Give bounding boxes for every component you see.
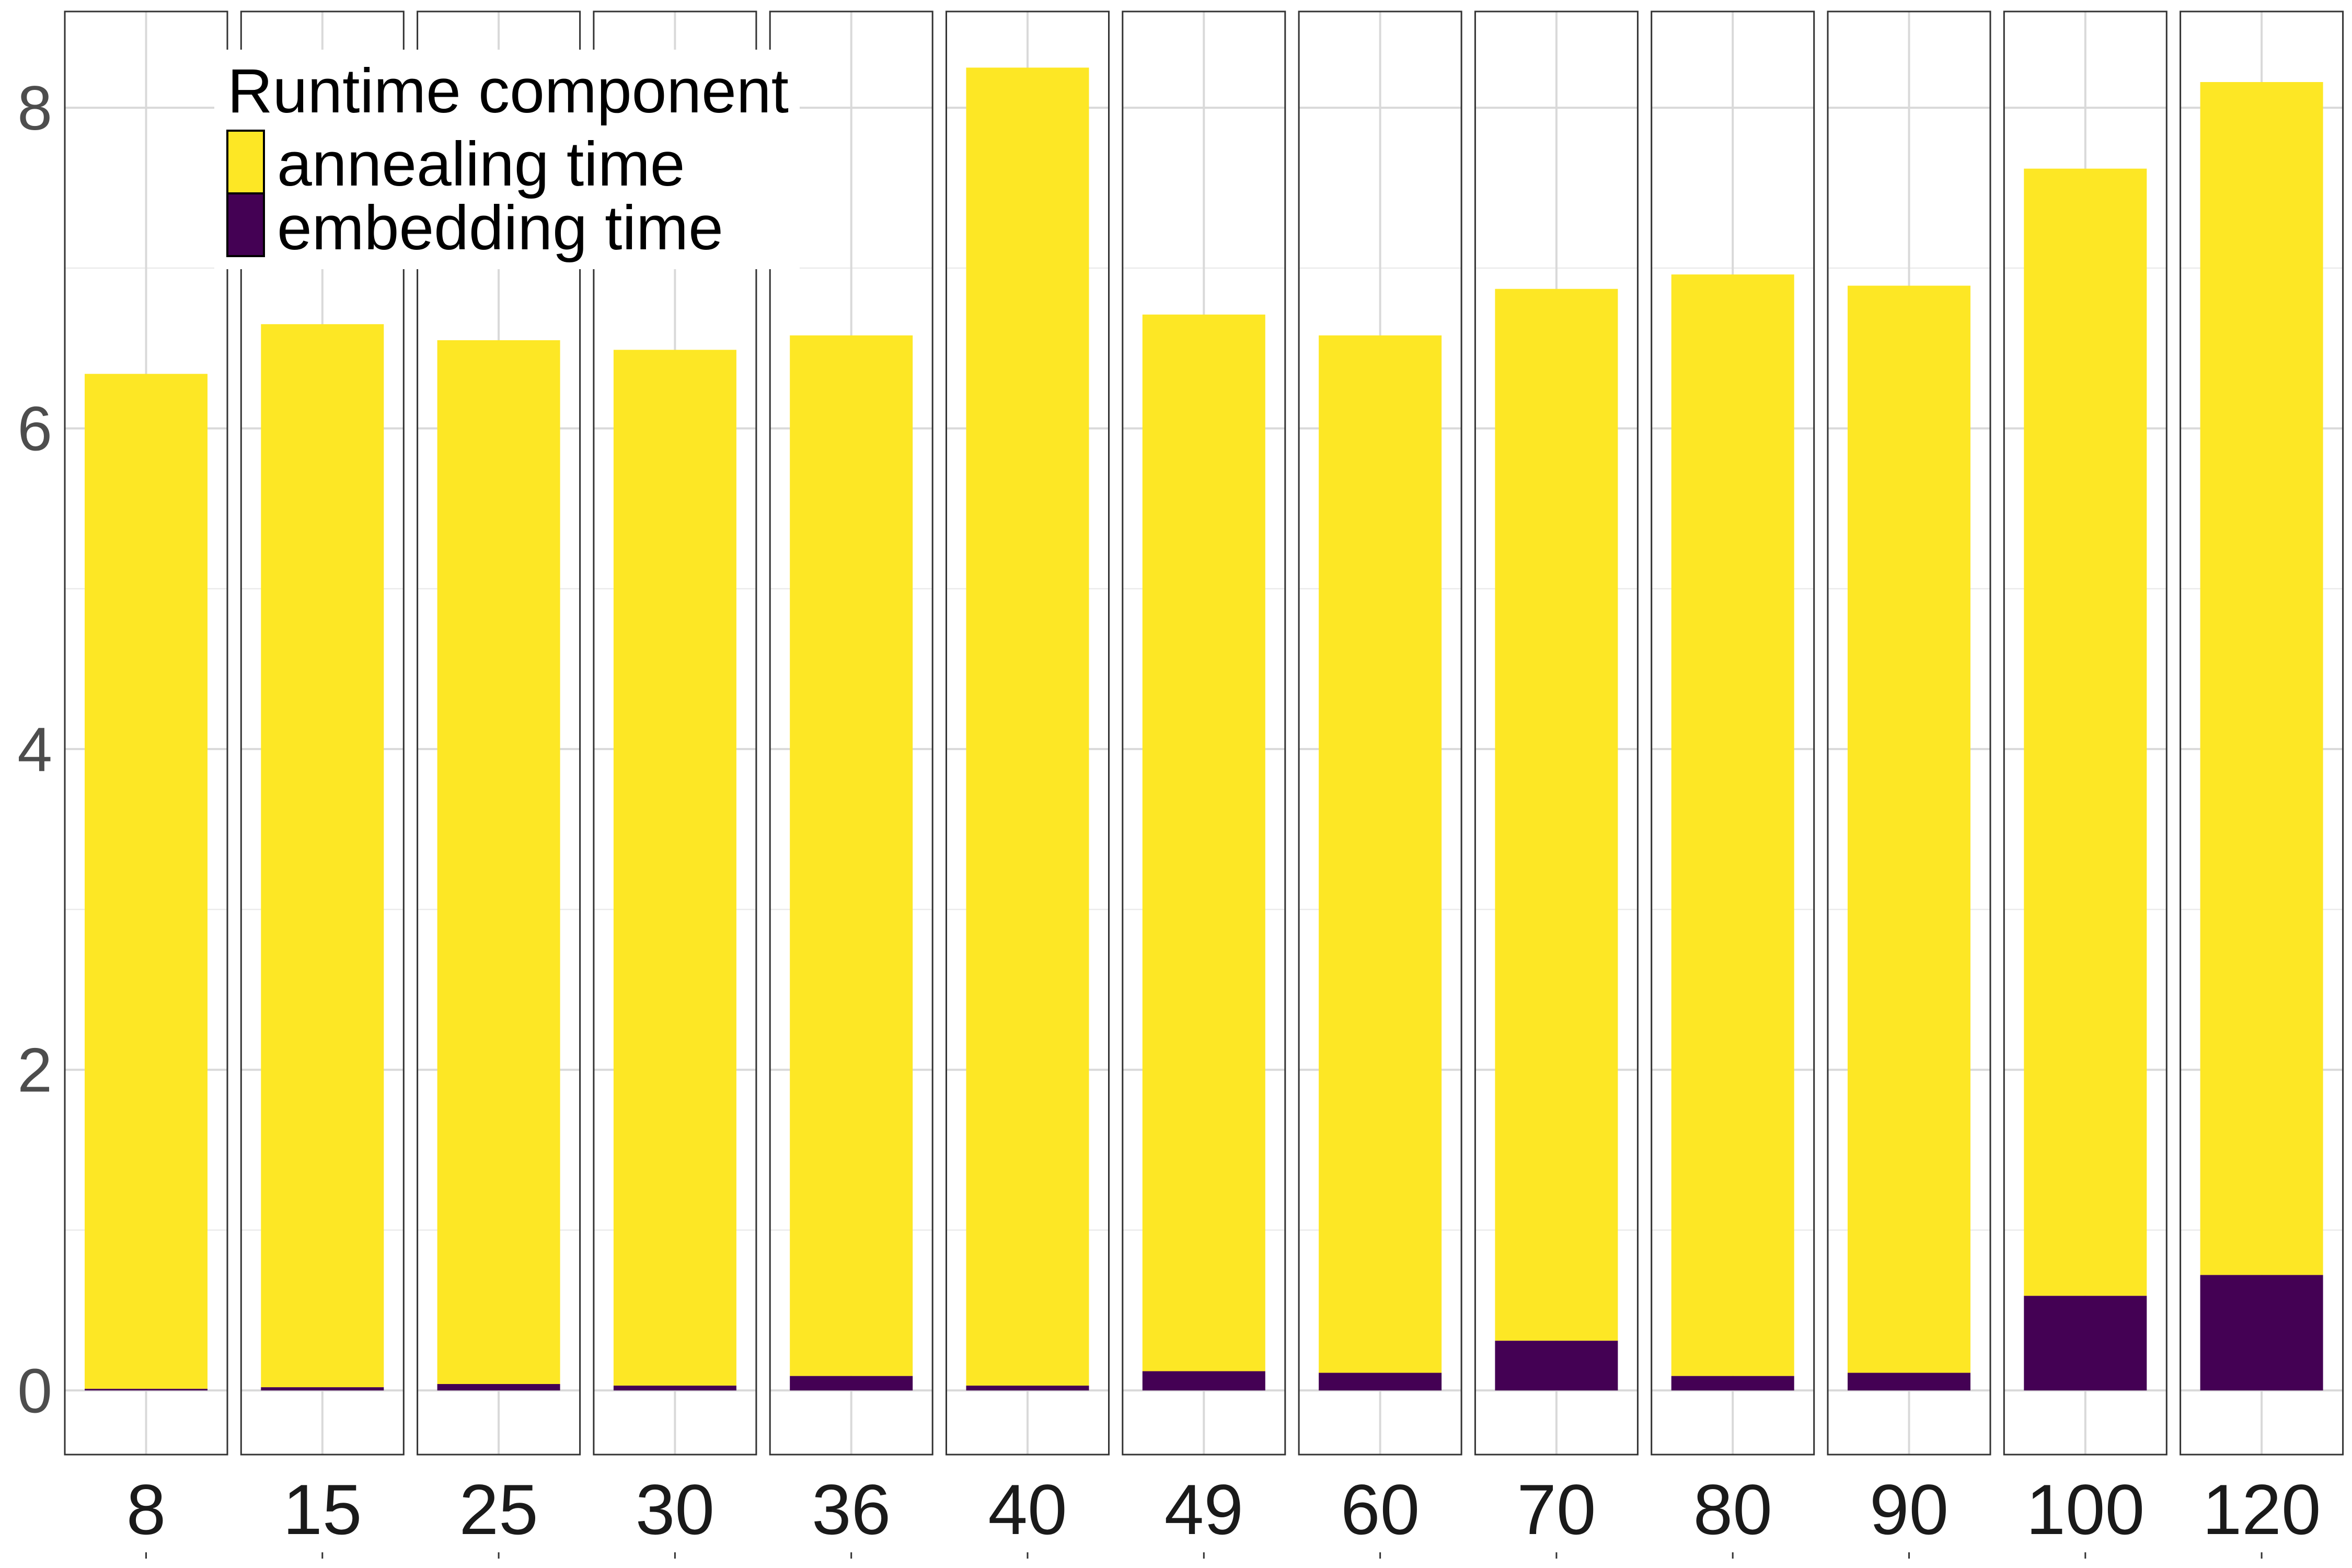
- bar-embedding-time: [1142, 1371, 1265, 1391]
- bar-annealing-time: [1319, 335, 1442, 1373]
- x-tick-label: 80: [1693, 1470, 1772, 1549]
- bar-annealing-time: [790, 335, 913, 1376]
- bar-embedding-time: [85, 1389, 207, 1391]
- panel-border: [593, 10, 757, 1456]
- legend-label-embedding: embedding time: [277, 193, 723, 263]
- facet-panel: [946, 10, 1110, 1456]
- bar-annealing-time: [1142, 314, 1265, 1371]
- y-tick-label: 0: [17, 1356, 52, 1426]
- y-tick-label: 6: [17, 394, 52, 464]
- panel-border: [1298, 10, 1462, 1456]
- x-tick-label: 8: [126, 1470, 166, 1549]
- bar-annealing-time: [613, 350, 736, 1386]
- x-tick-label: 90: [1870, 1470, 1949, 1549]
- panel-border: [417, 10, 581, 1456]
- facet-panels: [64, 10, 2344, 1456]
- x-tick-label: 70: [1517, 1470, 1596, 1549]
- bar-annealing-time: [966, 67, 1089, 1386]
- panel-border: [1651, 10, 1815, 1456]
- y-tick-label: 2: [17, 1035, 52, 1105]
- bar-embedding-time: [1495, 1341, 1618, 1391]
- bar-embedding-time: [613, 1386, 736, 1391]
- facet-panel: [1651, 10, 1815, 1456]
- legend-background: [214, 50, 800, 269]
- bar-annealing-time: [1671, 274, 1794, 1376]
- y-tick-label: 8: [17, 73, 52, 143]
- panel-border: [1122, 10, 1286, 1456]
- legend-title: Runtime component: [227, 56, 789, 126]
- panel-border: [64, 10, 228, 1456]
- x-tick-label: 30: [636, 1470, 714, 1549]
- bar-embedding-time: [437, 1384, 560, 1391]
- panel-border: [1474, 10, 1639, 1456]
- bar-embedding-time: [261, 1387, 384, 1391]
- bar-annealing-time: [1495, 289, 1618, 1341]
- panel-border: [240, 10, 405, 1456]
- bar-embedding-time: [790, 1376, 913, 1391]
- bar-annealing-time: [1848, 285, 1970, 1373]
- panel-border: [769, 10, 933, 1456]
- x-tick-label: 40: [988, 1470, 1067, 1549]
- facet-panel: [1298, 10, 1462, 1456]
- facet-panel: [1827, 10, 1991, 1456]
- bar-embedding-time: [2200, 1275, 2323, 1391]
- bar-annealing-time: [437, 340, 560, 1385]
- y-tick-label: 4: [17, 714, 52, 785]
- bar-annealing-time: [2200, 82, 2323, 1275]
- panel-border: [1827, 10, 1991, 1456]
- legend: Runtime component annealing time embeddi…: [214, 50, 800, 269]
- bar-embedding-time: [2024, 1296, 2147, 1391]
- legend-key-embedding: [226, 192, 265, 257]
- x-tick-label: 120: [2203, 1470, 2321, 1549]
- bar-annealing-time: [261, 324, 384, 1388]
- x-axis-tick-labels: 8 15 25 30 36 40 49 60 70 80 90 100 120: [126, 1470, 2321, 1559]
- y-axis-tick-labels: 0 2 4 6 8: [17, 73, 52, 1426]
- panel-border: [946, 10, 1110, 1456]
- x-tick-label: 60: [1341, 1470, 1420, 1549]
- bar-annealing-time: [2024, 168, 2147, 1296]
- bar-embedding-time: [1319, 1373, 1442, 1391]
- bar-embedding-time: [1848, 1373, 1970, 1391]
- x-tick-label: 49: [1165, 1470, 1243, 1549]
- x-tick-label: 15: [283, 1470, 362, 1549]
- x-tick-label: 100: [2026, 1470, 2145, 1549]
- x-tick-label: 25: [459, 1470, 538, 1549]
- legend-key-annealing: [226, 130, 265, 194]
- facet-panel: [1474, 10, 1639, 1456]
- panel-border: [2003, 10, 2167, 1456]
- legend-label-annealing: annealing time: [277, 129, 685, 199]
- bar-embedding-time: [966, 1386, 1089, 1391]
- facet-panel: [64, 10, 228, 1456]
- bar-annealing-time: [85, 374, 207, 1389]
- facet-panel: [2180, 10, 2344, 1456]
- facet-panel: [2003, 10, 2167, 1456]
- panel-border: [2180, 10, 2344, 1456]
- facet-panel: [1122, 10, 1286, 1456]
- x-tick-label: 36: [812, 1470, 891, 1549]
- bar-embedding-time: [1671, 1376, 1794, 1391]
